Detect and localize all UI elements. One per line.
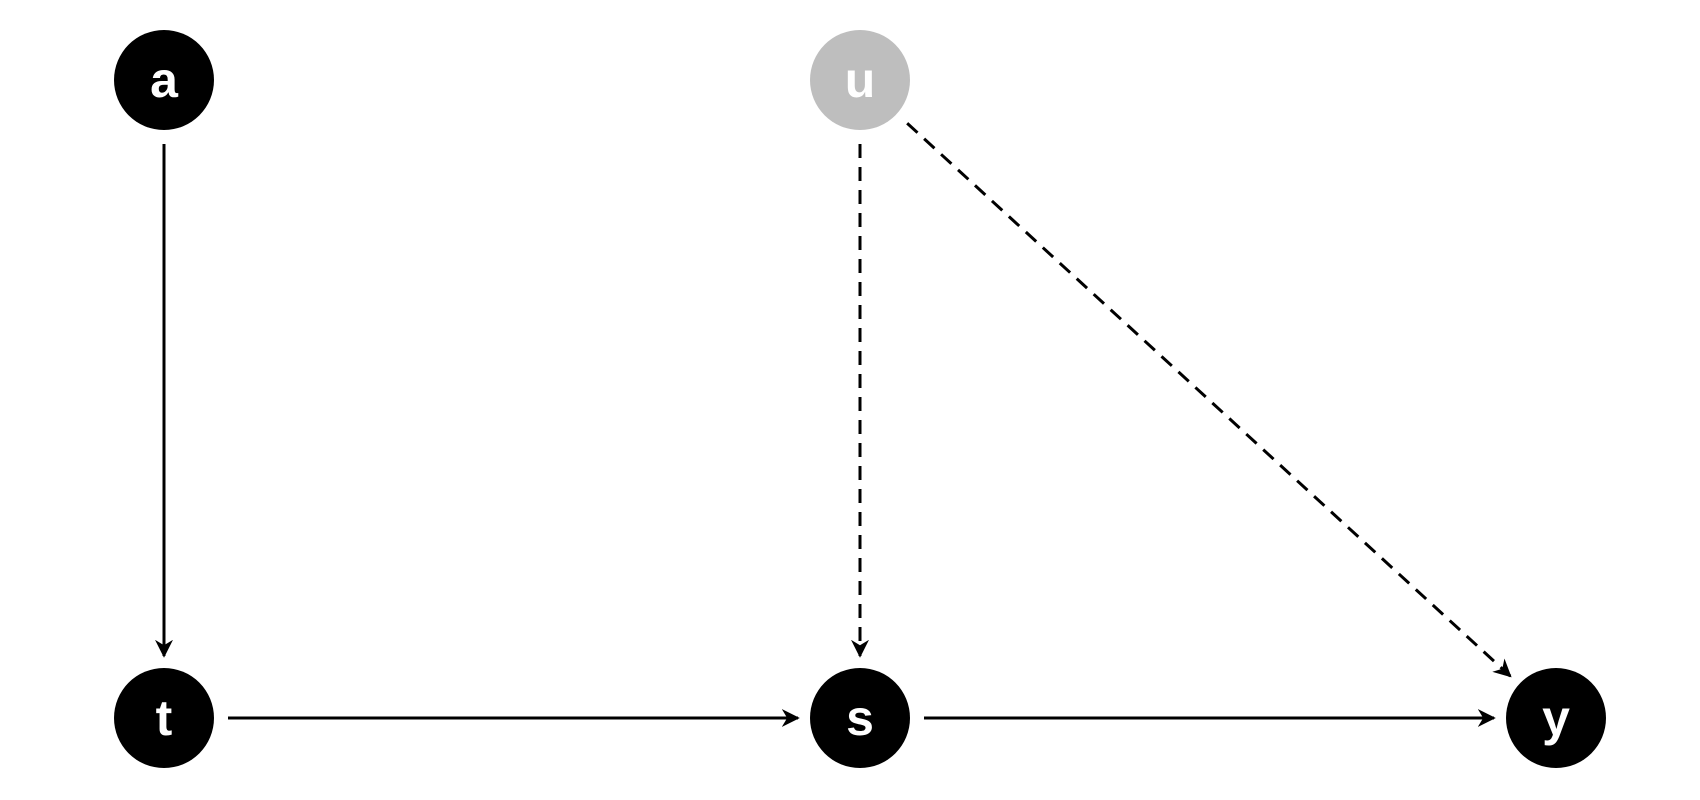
edge-u-to-y: [907, 123, 1510, 676]
node-t: t: [114, 668, 214, 768]
edges-layer: [164, 123, 1510, 718]
node-s: s: [810, 668, 910, 768]
node-label-t: t: [156, 690, 173, 746]
node-label-u: u: [845, 52, 876, 108]
node-label-y: y: [1542, 690, 1570, 746]
node-a: a: [114, 30, 214, 130]
node-u: u: [810, 30, 910, 130]
node-label-s: s: [846, 690, 874, 746]
node-y: y: [1506, 668, 1606, 768]
node-label-a: a: [150, 52, 179, 108]
